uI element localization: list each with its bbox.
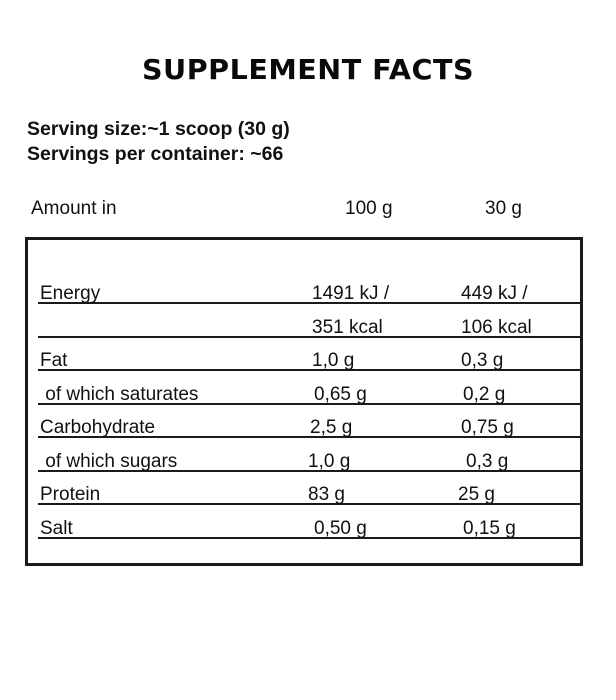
table-row-fat: Fat 1,0 g 0,3 g bbox=[38, 336, 583, 371]
table-row-carbohydrate: Carbohydrate 2,5 g 0,75 g bbox=[38, 403, 583, 438]
table-row-energy-kcal: 351 kcal 106 kcal bbox=[38, 303, 583, 338]
value-100g: 2,5 g bbox=[310, 417, 353, 438]
servings-per-container: Servings per container: ~66 bbox=[27, 143, 284, 165]
value-30g: 0,75 g bbox=[461, 417, 514, 438]
page-title: SUPPLEMENT FACTS bbox=[141, 53, 475, 86]
value-100g: 1,0 g bbox=[308, 451, 351, 472]
nutrient-name: Energy bbox=[40, 283, 101, 304]
table-row-sugars: of which sugars 1,0 g 0,3 g bbox=[38, 437, 583, 472]
nutrient-name: Carbohydrate bbox=[40, 417, 156, 438]
value-30g: 0,3 g bbox=[461, 350, 504, 371]
table-row-salt: Salt 0,50 g 0,15 g bbox=[38, 504, 583, 539]
nutrient-name: of which sugars bbox=[40, 451, 178, 472]
nutrient-name: Fat bbox=[40, 350, 68, 371]
table-row-protein: Protein 83 g 25 g bbox=[38, 470, 583, 505]
value-30g: 0,3 g bbox=[466, 451, 509, 472]
nutrient-name: Salt bbox=[40, 518, 73, 539]
value-100g: 351 kcal bbox=[312, 317, 383, 338]
nutrient-name: Protein bbox=[40, 484, 101, 505]
serving-size: Serving size:~1 scoop (30 g) bbox=[27, 118, 290, 140]
value-30g: 449 kJ / bbox=[461, 283, 528, 304]
value-100g: 1491 kJ / bbox=[312, 283, 390, 304]
column-header-100g: 100 g bbox=[345, 198, 393, 219]
value-100g: 1,0 g bbox=[312, 350, 355, 371]
value-30g: 106 kcal bbox=[461, 317, 532, 338]
column-header-30g: 30 g bbox=[485, 198, 522, 219]
value-30g: 25 g bbox=[458, 484, 495, 505]
nutrient-name: of which saturates bbox=[40, 384, 199, 405]
value-30g: 0,2 g bbox=[463, 384, 506, 405]
table-row-energy-kj: Energy 1491 kJ / 449 kJ / bbox=[38, 269, 583, 304]
amount-in-label: Amount in bbox=[31, 198, 117, 219]
nutrition-table: Energy 1491 kJ / 449 kJ / 351 kcal 106 k… bbox=[25, 237, 583, 566]
value-100g: 0,65 g bbox=[314, 384, 367, 405]
value-100g: 83 g bbox=[308, 484, 345, 505]
value-100g: 0,50 g bbox=[314, 518, 367, 539]
table-row-saturates: of which saturates 0,65 g 0,2 g bbox=[38, 370, 583, 405]
value-30g: 0,15 g bbox=[463, 518, 516, 539]
